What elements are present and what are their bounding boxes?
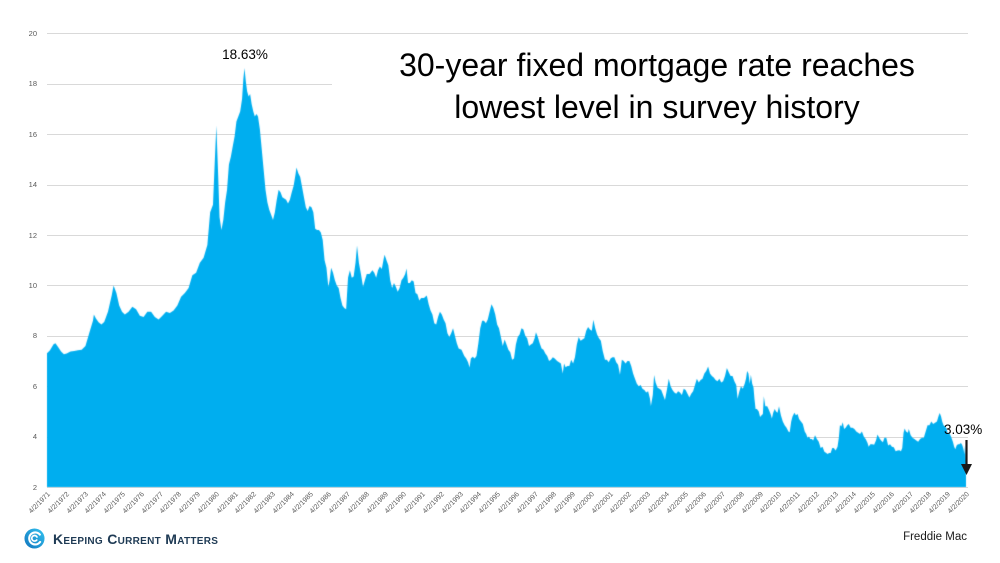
y-axis-tick-label: 18 bbox=[28, 79, 37, 89]
y-axis-tick-label: 4 bbox=[32, 432, 37, 442]
y-axis-tick-label: 14 bbox=[28, 180, 37, 190]
kcm-logo: Keeping Current Matters bbox=[24, 528, 218, 549]
y-axis-tick-label: 8 bbox=[32, 331, 37, 341]
y-axis-tick-label: 20 bbox=[28, 28, 37, 38]
chart-title: 30-year fixed mortgage rate reaches lowe… bbox=[332, 44, 982, 128]
y-axis-tick-label: 16 bbox=[28, 129, 37, 139]
kcm-swirl-icon bbox=[24, 528, 45, 549]
down-arrow-icon bbox=[961, 440, 972, 475]
source-credit: Freddie Mac bbox=[903, 531, 967, 543]
y-axis-tick-label: 6 bbox=[32, 381, 37, 391]
latest-value-annotation: 3.03% bbox=[944, 422, 983, 437]
y-axis-tick-label: 2 bbox=[32, 482, 37, 492]
y-axis-tick-label: 12 bbox=[28, 230, 37, 240]
brand-name-text: Keeping Current Matters bbox=[53, 530, 219, 547]
y-axis-tick-label: 10 bbox=[28, 280, 37, 290]
peak-value-annotation: 18.63% bbox=[222, 47, 268, 62]
